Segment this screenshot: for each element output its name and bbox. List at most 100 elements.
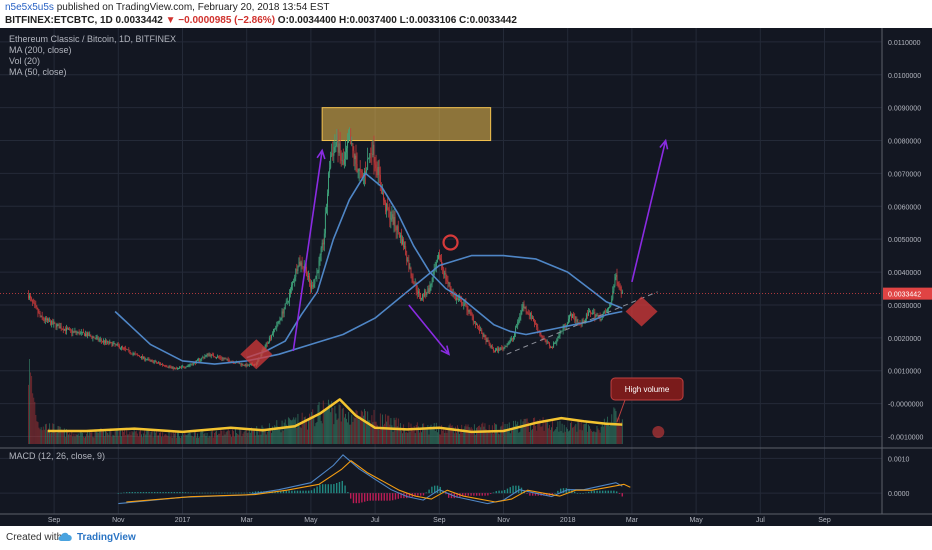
- candle-body: [448, 283, 450, 284]
- volume-bar: [192, 436, 194, 444]
- candle-body: [553, 342, 555, 348]
- volume-bar: [29, 359, 30, 444]
- volume-bar: [234, 436, 235, 444]
- volume-bar: [477, 427, 479, 444]
- volume-bar: [164, 434, 166, 444]
- macd-histogram-bar: [344, 485, 346, 494]
- volume-bar: [116, 429, 118, 444]
- volume-bar: [96, 432, 98, 444]
- volume-bar: [100, 428, 102, 444]
- candle-body: [498, 348, 500, 352]
- volume-bar: [328, 399, 330, 444]
- author-link[interactable]: n5e5x5u5s: [5, 2, 54, 13]
- candle-body: [443, 268, 445, 275]
- macd-histogram-bar: [537, 493, 539, 496]
- macd-histogram-bar: [585, 492, 587, 494]
- candle-body: [495, 349, 496, 352]
- candle-body: [113, 343, 115, 344]
- candle-body: [29, 295, 30, 299]
- volume-bar: [378, 430, 380, 444]
- volume-bar: [342, 407, 344, 444]
- candle-body: [524, 306, 526, 308]
- legend-ma200[interactable]: MA (200, close): [9, 45, 72, 55]
- volume-bar: [525, 418, 527, 444]
- macd-histogram-bar: [450, 493, 453, 499]
- legend-ma50[interactable]: MA (50, close): [9, 67, 67, 77]
- volume-bar: [349, 424, 351, 444]
- candle-body: [327, 193, 328, 207]
- tradingview-logo-text[interactable]: TradingView: [77, 532, 136, 543]
- volume-bar: [329, 403, 331, 444]
- volume-bar: [103, 429, 104, 444]
- volume-bar: [187, 433, 189, 444]
- volume-bar: [182, 433, 184, 444]
- volume-bar: [309, 413, 310, 444]
- candle-body: [38, 313, 40, 314]
- price-chart[interactable]: High volume 0.01100000.01000000.00900000…: [0, 28, 932, 526]
- macd-histogram-bar: [285, 490, 287, 494]
- candle-body: [571, 314, 573, 319]
- candle-body: [392, 214, 394, 225]
- volume-bar: [401, 430, 402, 444]
- candle-body: [315, 276, 317, 279]
- volume-bar: [84, 437, 85, 444]
- candle-body: [449, 283, 451, 289]
- macd-histogram-bar: [349, 493, 352, 499]
- candle-body: [296, 268, 298, 271]
- volume-bar: [369, 420, 371, 444]
- candle-body: [406, 254, 408, 261]
- candle-body: [287, 301, 289, 302]
- macd-histogram-bar: [218, 492, 220, 494]
- macd-histogram-bar: [361, 493, 363, 503]
- volume-bar: [229, 434, 231, 444]
- chart-area[interactable]: High volume 0.0110000 0.0100000 0.0090000 0…: [0, 28, 932, 526]
- legend-vol[interactable]: Vol (20): [9, 56, 41, 66]
- candle-body: [100, 339, 102, 341]
- time-tick-label: Nov: [497, 517, 510, 524]
- candle-body: [114, 343, 116, 345]
- macd-line: [118, 454, 623, 505]
- candle-body: [187, 365, 189, 367]
- volume-bar: [372, 422, 374, 444]
- volume-bar: [316, 421, 318, 444]
- candle-body: [333, 147, 335, 156]
- candle-body: [162, 364, 164, 365]
- volume-bar: [556, 426, 558, 444]
- volume-bar: [101, 429, 103, 444]
- macd-histogram-bar: [184, 492, 187, 494]
- macd-histogram-bar: [156, 492, 159, 494]
- candle-body: [582, 320, 584, 323]
- volume-bar: [159, 432, 160, 444]
- legend-macd[interactable]: MACD (12, 26, close, 9): [9, 451, 106, 461]
- volume-bar: [124, 429, 126, 444]
- volume-bar: [126, 427, 128, 444]
- candle-body: [578, 322, 580, 324]
- macd-histogram-bar: [400, 493, 402, 499]
- volume-bar: [387, 415, 389, 444]
- candle-body: [360, 170, 362, 173]
- candle-body: [97, 337, 99, 341]
- candle-body: [458, 299, 459, 301]
- candle-body: [606, 311, 607, 313]
- volume-bar: [611, 414, 613, 444]
- candle-body: [369, 153, 371, 159]
- volume-bar: [244, 430, 246, 444]
- candle-body: [507, 343, 509, 345]
- price-tick-label: -0.0010000: [888, 434, 924, 441]
- candle-body: [28, 295, 29, 299]
- volume-bar: [48, 428, 49, 444]
- candle-body: [300, 262, 302, 266]
- macd-histogram-bar: [433, 485, 436, 494]
- candle-body: [486, 339, 488, 342]
- candle-body: [52, 321, 54, 325]
- candle-body: [175, 368, 177, 370]
- candle-body: [551, 346, 552, 348]
- candle-body: [151, 360, 153, 361]
- volume-bar: [581, 430, 583, 444]
- macd-histogram-bar: [456, 493, 458, 498]
- macd-histogram-bar: [153, 492, 156, 494]
- volume-bar: [564, 431, 566, 444]
- volume-bar: [178, 430, 179, 444]
- macd-histogram-bar: [380, 493, 383, 501]
- volume-bar: [253, 430, 254, 444]
